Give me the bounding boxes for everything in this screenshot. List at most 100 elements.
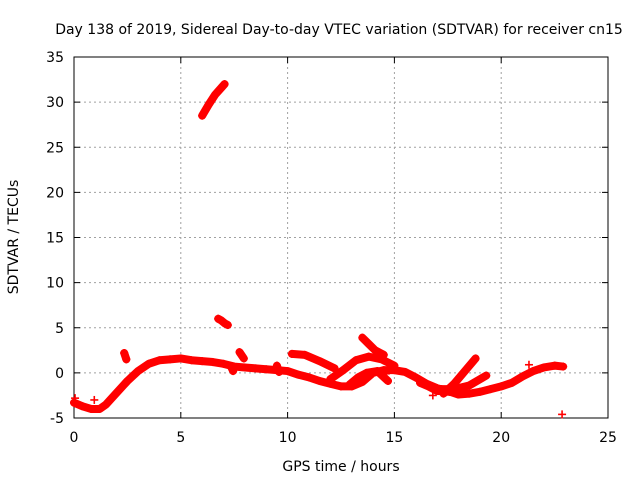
- x-tick-label: 15: [385, 430, 403, 446]
- data-point: [208, 358, 217, 367]
- data-point: [78, 402, 87, 411]
- data-point: [345, 380, 354, 389]
- data-point: [144, 359, 153, 368]
- data-point: [315, 357, 324, 366]
- data-point: [424, 382, 433, 391]
- axis-ticks: 0 5 10 15 20 25 -5 0 5 10 15 20 25 30 35: [46, 50, 617, 446]
- x-axis-label: GPS time / hours: [282, 459, 399, 475]
- x-tick-label: 25: [599, 430, 617, 446]
- series-trace: [287, 349, 339, 373]
- data-point: [123, 376, 132, 385]
- data-point: [354, 373, 363, 382]
- y-tick-label: 10: [46, 276, 64, 292]
- series-spike-2-4h: [120, 349, 131, 364]
- data-point: [240, 363, 249, 372]
- isolated-point: [428, 391, 437, 400]
- series-upper-arc-12-2h: [287, 349, 339, 373]
- isolated-points: [71, 360, 567, 419]
- data-point: [166, 355, 175, 364]
- data-point: [373, 367, 382, 376]
- data-point: [300, 350, 309, 359]
- data-point: [471, 354, 480, 363]
- x-tick-label: 10: [279, 430, 297, 446]
- data-point: [371, 346, 380, 355]
- y-tick-label: 20: [46, 185, 64, 201]
- data-point: [226, 362, 235, 371]
- data-point: [497, 382, 506, 391]
- y-tick-label: 0: [55, 366, 64, 382]
- x-tick-label: 0: [70, 430, 79, 446]
- data-point: [70, 398, 78, 407]
- data-point: [176, 354, 185, 363]
- data-point: [383, 376, 392, 385]
- data-point: [326, 375, 335, 384]
- series-spike-9-5h: [272, 361, 284, 376]
- data-point: [210, 90, 219, 99]
- isolated-point: [558, 410, 567, 419]
- series-arc-12-15h: [326, 352, 399, 384]
- series-spike-7-8h: [235, 348, 248, 363]
- data-point: [390, 361, 399, 370]
- data-point: [358, 333, 367, 342]
- y-tick-label: 5: [55, 321, 64, 337]
- series-short-arc-6-8h: [214, 314, 232, 330]
- data-point: [219, 359, 228, 368]
- data-point: [433, 386, 442, 395]
- isolated-point: [381, 369, 390, 378]
- data-point: [223, 321, 232, 330]
- series-high-arc-6h: [198, 80, 229, 120]
- y-tick-label: 35: [46, 50, 64, 66]
- y-tick-label: 25: [46, 140, 64, 156]
- data-point: [465, 389, 474, 398]
- data-point: [272, 361, 281, 370]
- data-point: [235, 348, 244, 357]
- data-point: [460, 367, 469, 376]
- data-point: [229, 367, 238, 376]
- data-point: [87, 404, 96, 413]
- series-arc-13-15h-lower: [345, 367, 392, 389]
- data-point: [411, 373, 420, 382]
- data-point: [362, 368, 371, 377]
- series-trace: [416, 378, 454, 396]
- data-point: [507, 378, 516, 387]
- series-arc-16-5-17-5h-low: [416, 378, 454, 396]
- data-point: [529, 367, 538, 376]
- data-point: [283, 367, 292, 376]
- data-point: [122, 355, 131, 364]
- data-point: [445, 387, 454, 396]
- data-point: [95, 404, 104, 413]
- data-point: [401, 367, 410, 376]
- data-point: [465, 381, 474, 390]
- data-point: [379, 350, 388, 359]
- data-point: [155, 356, 164, 365]
- data-point: [364, 352, 373, 361]
- data-point: [262, 365, 271, 374]
- data-point: [287, 349, 296, 358]
- data-point: [251, 364, 260, 373]
- y-tick-label: 15: [46, 231, 64, 247]
- data-point: [559, 362, 568, 371]
- data-point: [518, 372, 527, 381]
- data-point: [239, 354, 248, 363]
- series-arc-13-5-14-5h-high: [358, 333, 388, 359]
- data-point: [337, 382, 345, 391]
- data-point: [486, 385, 495, 394]
- isolated-point: [524, 360, 533, 369]
- x-tick-label: 5: [176, 430, 185, 446]
- data-point: [339, 366, 348, 375]
- series-spike-7-4h: [226, 362, 238, 376]
- data-point: [550, 361, 559, 370]
- data-point: [187, 356, 196, 365]
- isolated-point: [90, 395, 99, 404]
- data-point: [475, 387, 484, 396]
- series-trace: [70, 354, 568, 413]
- data-point: [112, 388, 121, 397]
- data-point: [315, 376, 324, 385]
- data-point: [539, 363, 548, 372]
- data-point: [304, 373, 313, 382]
- data-point: [330, 364, 339, 373]
- data-series: [70, 80, 568, 419]
- data-point: [482, 371, 491, 380]
- y-axis-label: SDTVAR / TECUs: [6, 180, 22, 295]
